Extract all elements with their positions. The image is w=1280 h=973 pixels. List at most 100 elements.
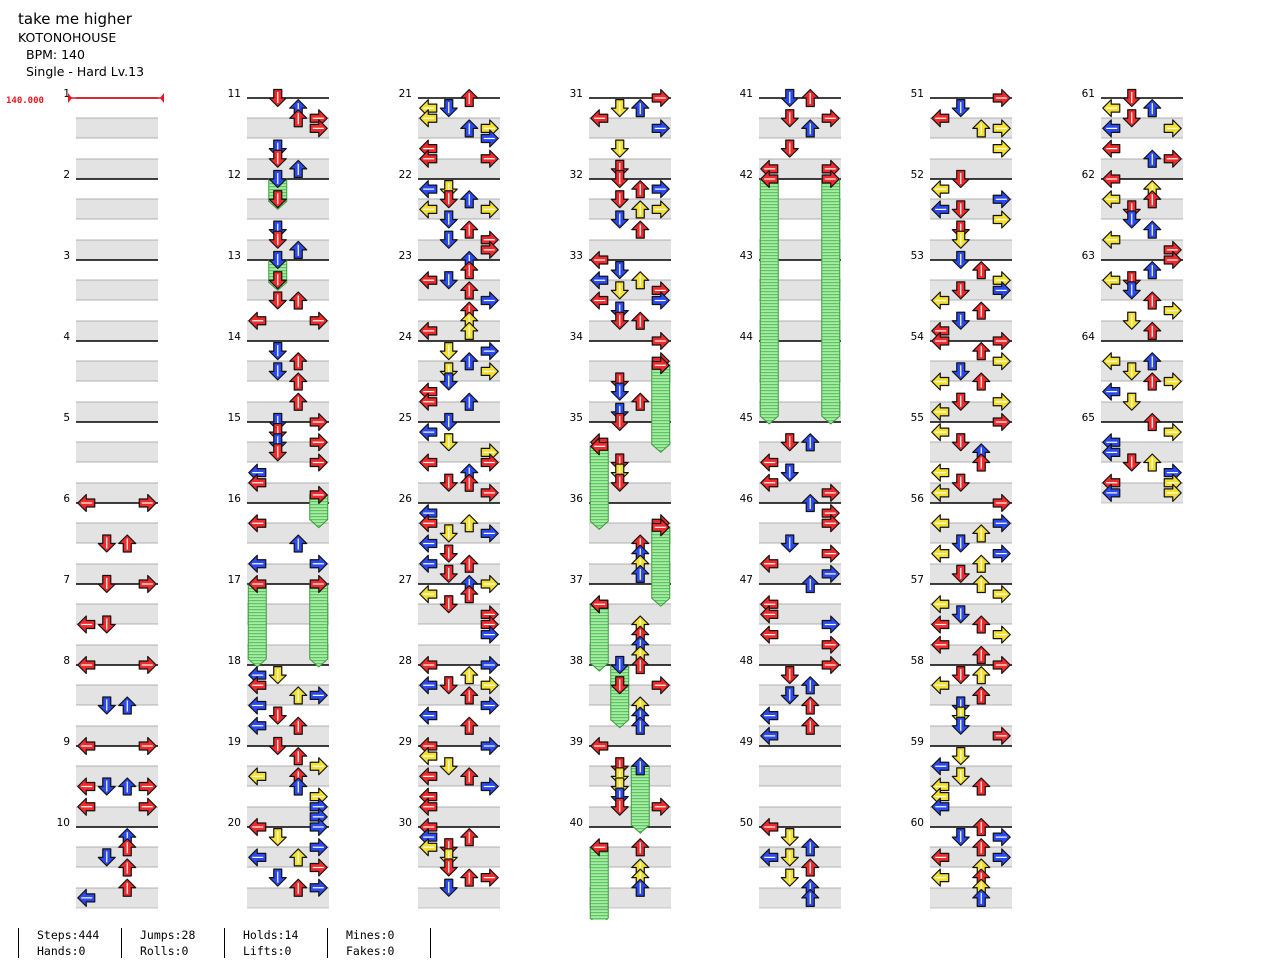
hold-note-body [589, 603, 609, 672]
beat-band [930, 402, 1012, 422]
right-arrow-note [992, 139, 1011, 158]
stats-bar: Steps:444 Hands:0 Jumps:28 Rolls:0 Holds… [18, 928, 432, 958]
beat-band [418, 807, 500, 827]
stat-holds: Holds:14 [243, 928, 299, 942]
measure-label: 43 [740, 250, 753, 262]
down-arrow-note [268, 868, 287, 887]
measure-label: 14 [228, 331, 242, 343]
down-arrow-note [268, 666, 287, 685]
beat-band [930, 645, 1012, 665]
down-arrow-note [951, 666, 970, 685]
down-arrow-note [610, 139, 629, 158]
beat-band [930, 321, 1012, 341]
beat-band [1101, 402, 1183, 422]
beat-band [930, 807, 1012, 827]
beat-band [1101, 240, 1183, 260]
up-arrow-note [631, 220, 650, 239]
beat-band [247, 604, 329, 624]
beat-band [418, 240, 500, 260]
beat-band [247, 645, 329, 665]
measure-label: 11 [228, 88, 241, 100]
beat-band [247, 402, 329, 422]
beat-band [930, 159, 1012, 179]
stat-jumps: Jumps:28 [140, 928, 196, 942]
beat-band [930, 483, 1012, 503]
hold-note-body [247, 583, 267, 668]
beat-band [247, 240, 329, 260]
stat-holds-lifts: Holds:14 Lifts:0 [224, 928, 327, 958]
right-arrow-note [992, 88, 1011, 108]
left-arrow-note [760, 706, 779, 725]
stat-lifts: Lifts:0 [243, 944, 292, 958]
measure-label: 59 [911, 736, 924, 748]
stat-mines: Mines:0 [346, 928, 395, 942]
down-arrow-note [268, 706, 287, 725]
left-arrow-note [1102, 139, 1121, 158]
beat-band [247, 685, 329, 705]
down-arrow-note [951, 99, 970, 118]
bpm-change-marker [68, 93, 72, 103]
measure-label: 51 [911, 88, 924, 100]
beat-band [76, 685, 158, 705]
beat-band [589, 807, 671, 827]
left-arrow-note [931, 423, 950, 442]
beat-band [930, 442, 1012, 462]
beat-band [930, 199, 1012, 219]
left-arrow-note [419, 585, 438, 604]
song-title: take me higher [18, 10, 132, 28]
beat-band [418, 118, 500, 138]
beat-band [76, 604, 158, 624]
beat-band [76, 159, 158, 179]
right-arrow-note [480, 868, 499, 887]
bpm-change-label: 140.000 [6, 96, 44, 106]
measure-label: 10 [57, 817, 70, 829]
beat-band [1101, 361, 1183, 381]
beat-band [76, 442, 158, 462]
beat-band [589, 645, 671, 665]
beat-band [759, 766, 841, 786]
up-arrow-note [1143, 220, 1162, 239]
beat-band [418, 402, 500, 422]
beat-band [247, 807, 329, 827]
measure-label: 31 [570, 88, 583, 100]
beat-band [759, 442, 841, 462]
measure-label: 32 [570, 169, 583, 181]
beat-band [930, 361, 1012, 381]
measure-label: 60 [911, 817, 924, 829]
right-arrow-note [1163, 423, 1182, 442]
measure-label: 16 [228, 493, 242, 505]
beat-band [247, 199, 329, 219]
beat-band [76, 118, 158, 138]
beat-band [76, 483, 158, 503]
beat-band [76, 847, 158, 867]
hold-note-body [651, 526, 671, 607]
beat-band [759, 280, 841, 300]
up-arrow-note [460, 868, 479, 887]
measure-label: 36 [570, 493, 584, 505]
beat-band [76, 564, 158, 584]
beat-band [247, 766, 329, 786]
measure-label: 13 [228, 250, 241, 262]
beat-band [759, 604, 841, 624]
down-arrow-note [780, 666, 799, 685]
down-arrow-note [780, 828, 799, 847]
beat-band [589, 159, 671, 179]
beat-band [589, 564, 671, 584]
bpm-change-marker [160, 93, 164, 103]
up-arrow-note [460, 585, 479, 604]
beat-band [759, 361, 841, 381]
beat-band [589, 483, 671, 503]
beat-band [76, 240, 158, 260]
beat-band [930, 564, 1012, 584]
hold-note-body [630, 765, 650, 834]
measure-label: 47 [740, 574, 753, 586]
left-arrow-note [931, 544, 950, 563]
beat-band [759, 483, 841, 503]
beat-band [247, 361, 329, 381]
up-arrow-note [460, 88, 479, 108]
up-arrow-note [972, 261, 991, 280]
measure-label: 58 [911, 655, 924, 667]
measure-label: 46 [740, 493, 754, 505]
beat-band [1101, 199, 1183, 219]
beat-band [418, 361, 500, 381]
